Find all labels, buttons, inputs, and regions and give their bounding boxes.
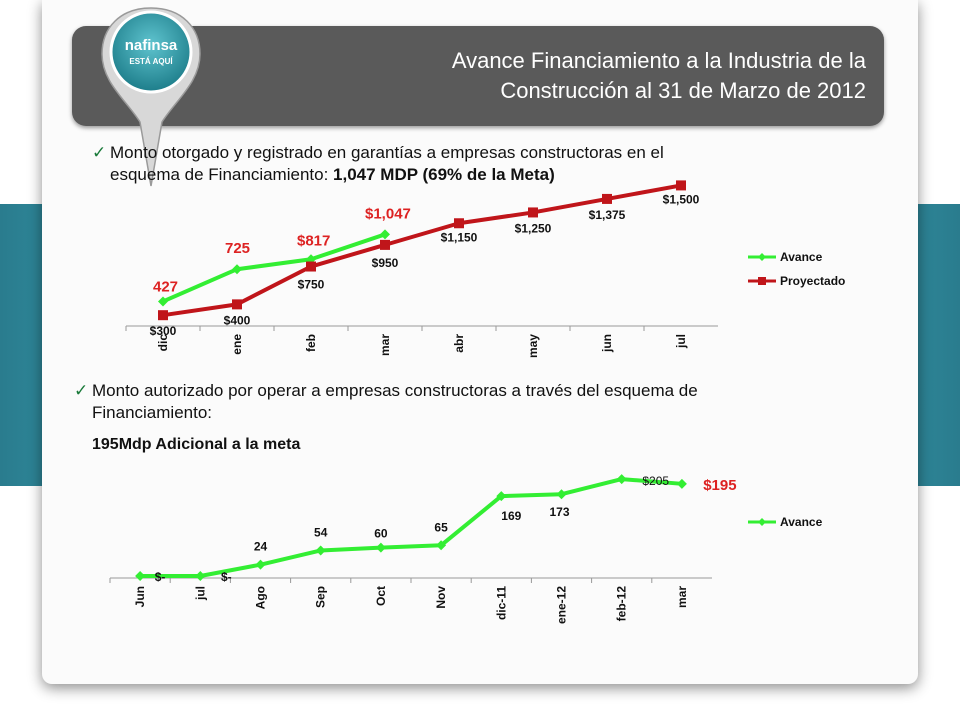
chart-1-point-proyectado: [676, 180, 686, 191]
checkmark-icon: ✓: [92, 143, 107, 162]
slide-title: Avance Financiamiento a la Industria de …: [266, 46, 866, 106]
chart-1-x-tick-label: jun: [600, 334, 614, 353]
chart-1-data-label-avance: 427: [153, 278, 178, 295]
chart-2-point-avance: [616, 474, 627, 485]
chart-1-x-tick-label: jul: [674, 334, 688, 349]
chart-2-x-tick-label: Ago: [254, 586, 268, 609]
header-bar: Avance Financiamiento a la Industria de …: [72, 26, 884, 126]
chart-2-point-avance: [375, 542, 386, 553]
title-line-2: Construcción al 31 de Marzo de 2012: [500, 78, 866, 103]
chart-2-point-avance: [255, 559, 266, 570]
chart-1-legend-marker: [758, 277, 766, 285]
chart-2-series-avance: [140, 477, 683, 578]
bullet-1-line-2: esquema de Financiamiento:: [110, 165, 334, 184]
chart-1-data-label-proyectado: $950: [372, 256, 399, 270]
chart-1-x-tick-label: feb: [304, 334, 318, 352]
chart-1-data-label-proyectado: $1,375: [589, 208, 626, 222]
chart-1-point-avance: [232, 264, 242, 275]
chart-2-data-label: 54: [314, 525, 328, 539]
chart-1-legend-label: Proyectado: [780, 274, 845, 288]
chart-2-x-tick-label: jul: [193, 586, 207, 601]
chart-1-data-label-proyectado: $1,150: [441, 230, 478, 244]
chart-1-x-tick-label: mar: [378, 334, 392, 356]
chart-1-data-label-proyectado: $400: [224, 313, 251, 327]
chart-1-x-tick-label: dic: [156, 334, 170, 352]
title-line-1: Avance Financiamiento a la Industria de …: [451, 48, 866, 73]
nafinsa-logo: nafinsa ESTÁ AQUÍ: [96, 4, 206, 190]
chart-1-point-proyectado: [158, 310, 168, 321]
chart-2-x-tick-label: Sep: [314, 586, 328, 608]
chart-1-point-avance: [158, 296, 168, 307]
chart-1-point-proyectado: [380, 239, 390, 250]
chart-1-point-proyectado: [528, 207, 538, 218]
bullet-1-line-1: Monto otorgado y registrado en garantías…: [110, 143, 664, 162]
chart-2-x-tick-label: mar: [675, 586, 689, 608]
chart-2-data-label: 24: [254, 540, 268, 554]
chart-1-series-avance: [162, 232, 386, 304]
chart-1-point-proyectado: [306, 261, 316, 272]
chart-1-data-label-avance: 725: [225, 240, 250, 257]
chart-2-x-tick-label: Oct: [374, 586, 388, 606]
chart-1-point-avance: [380, 229, 390, 240]
chart-2-point-avance: [195, 571, 206, 581]
chart-1-data-label-proyectado: $1,500: [663, 192, 700, 206]
chart-2-data-label: 173: [549, 505, 569, 519]
chart-2-point-avance: [556, 489, 567, 500]
chart-2-data-label: 169: [501, 509, 521, 523]
chart-1-legend-marker: [758, 253, 766, 261]
chart-2-point-avance: [676, 478, 687, 489]
chart-1-x-tick-label: may: [526, 334, 540, 358]
chart-1-data-label-avance: $817: [297, 232, 330, 249]
chart-2-x-tick-label: ene-12: [555, 586, 569, 624]
bullet-1-highlight: 1,047 MDP (69% de la Meta): [333, 165, 555, 184]
chart-2-x-tick-label: Nov: [434, 586, 448, 609]
logo-text-2: ESTÁ AQUÍ: [129, 57, 173, 66]
chart-2-subtitle: 195Mdp Adicional a la meta: [92, 436, 301, 453]
bullet-2-line-2: Financiamiento:: [92, 403, 213, 422]
chart-2-data-label: 65: [434, 520, 448, 534]
chart-1-data-label-proyectado: $750: [298, 278, 325, 292]
chart-1-legend-label: Avance: [780, 250, 823, 264]
checkmark-icon: ✓: [74, 381, 89, 400]
chart-2-x-tick-label: dic-11: [494, 586, 508, 620]
chart-2-data-label: $205: [642, 474, 669, 488]
chart-2-x-tick-label: Jun: [133, 586, 147, 607]
chart-1-x-tick-label: abr: [452, 334, 466, 353]
chart-1-x-tick-label: ene: [230, 334, 244, 355]
chart-2-point-avance: [135, 571, 146, 581]
chart-2-legend-label: Avance: [780, 515, 823, 529]
chart-2-legend-marker: [758, 518, 766, 526]
chart-2-point-avance: [496, 491, 507, 502]
chart-2-data-label: $-: [155, 570, 166, 584]
bullet-2: ✓ Monto autorizado por operar a empresas…: [74, 380, 882, 424]
chart-1-point-proyectado: [602, 193, 612, 204]
chart-1-data-label-avance: $1,047: [365, 205, 411, 222]
chart-1-data-label-proyectado: $300: [150, 324, 177, 338]
chart-1-data-label-proyectado: $1,250: [515, 221, 552, 235]
chart-2-data-label: 60: [374, 527, 388, 541]
chart-2-x-tick-label: feb-12: [615, 586, 629, 622]
chart-2-point-avance: [315, 545, 326, 556]
chart-1-point-proyectado: [454, 218, 464, 229]
bullet-2-line-1: Monto autorizado por operar a empresas c…: [92, 381, 698, 400]
chart-2-data-label: $195: [703, 477, 736, 494]
chart-2-point-avance: [436, 540, 447, 551]
chart-1-series-proyectado: [162, 183, 682, 318]
bullet-1: ✓ Monto otorgado y registrado en garantí…: [92, 142, 830, 186]
chart-2-data-label: $-: [221, 570, 232, 584]
chart-1-point-proyectado: [232, 299, 242, 310]
logo-text-1: nafinsa: [125, 37, 178, 54]
